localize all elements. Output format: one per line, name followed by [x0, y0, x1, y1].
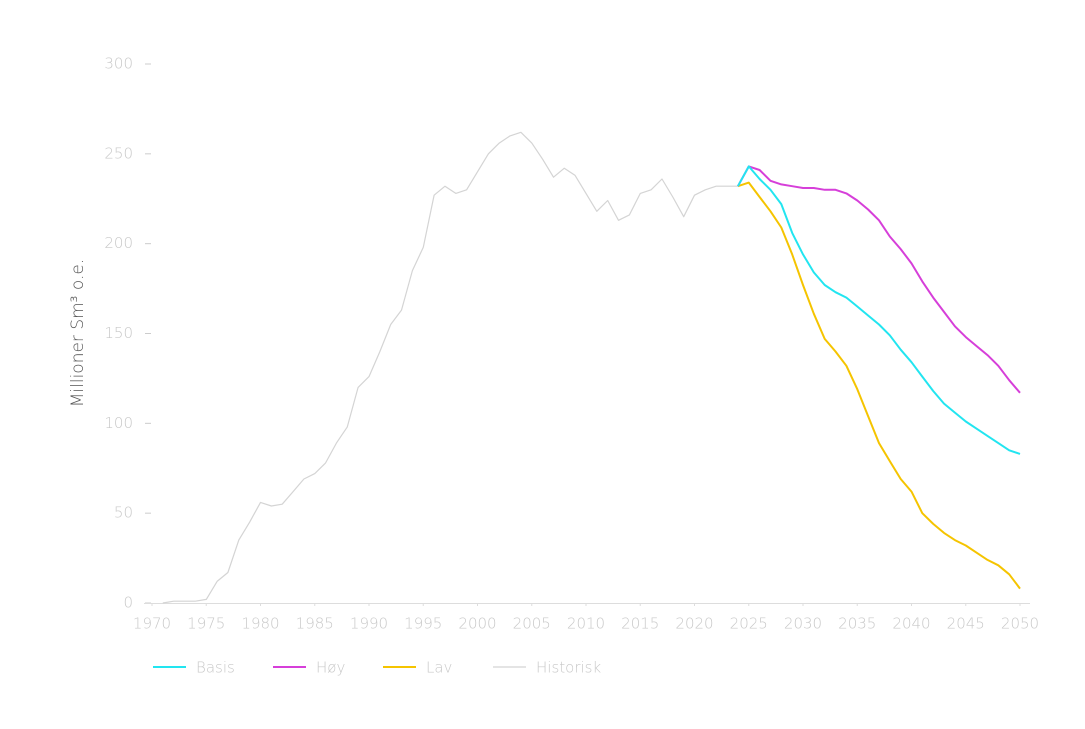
- x-tick-label: 2000: [458, 615, 496, 633]
- y-tick-label: 50: [114, 504, 133, 522]
- y-tick-label: 0: [123, 594, 133, 612]
- x-tick-label: 2025: [730, 615, 768, 633]
- y-tick-label: 250: [104, 144, 133, 162]
- x-tick-label: 2020: [675, 615, 713, 633]
- x-tick-label: 2005: [513, 615, 551, 633]
- legend-label: Lav: [426, 659, 452, 677]
- x-tick-label: 2045: [947, 615, 985, 633]
- x-tick-label: 2050: [1001, 615, 1039, 633]
- legend-label: Historisk: [536, 659, 601, 677]
- y-tick-label: 100: [104, 414, 133, 432]
- y-tick-label: 200: [104, 234, 133, 252]
- legend-label: Høy: [316, 659, 345, 677]
- x-tick-label: 1990: [350, 615, 388, 633]
- y-axis-label: Millioner Sm³ o.e.: [68, 259, 88, 408]
- x-tick-label: 1980: [241, 615, 279, 633]
- line-series: [162, 131, 738, 604]
- line-series: [737, 181, 1021, 590]
- x-tick-label: 2015: [621, 615, 659, 633]
- x-tick-label: 2010: [567, 615, 605, 633]
- x-tick-label: 1975: [187, 615, 225, 633]
- line-series: [737, 165, 1021, 394]
- x-tick-label: 1970: [133, 615, 171, 633]
- x-tick-label: 2030: [784, 615, 822, 633]
- line-series: [737, 165, 1021, 455]
- x-tick-label: 1995: [404, 615, 442, 633]
- x-tick-label: 2035: [838, 615, 876, 633]
- x-tick-label: 1985: [296, 615, 334, 633]
- y-tick-label: 300: [104, 55, 133, 73]
- y-tick-label: 150: [104, 324, 133, 342]
- x-tick-label: 2040: [892, 615, 930, 633]
- legend-label: Basis: [196, 659, 235, 677]
